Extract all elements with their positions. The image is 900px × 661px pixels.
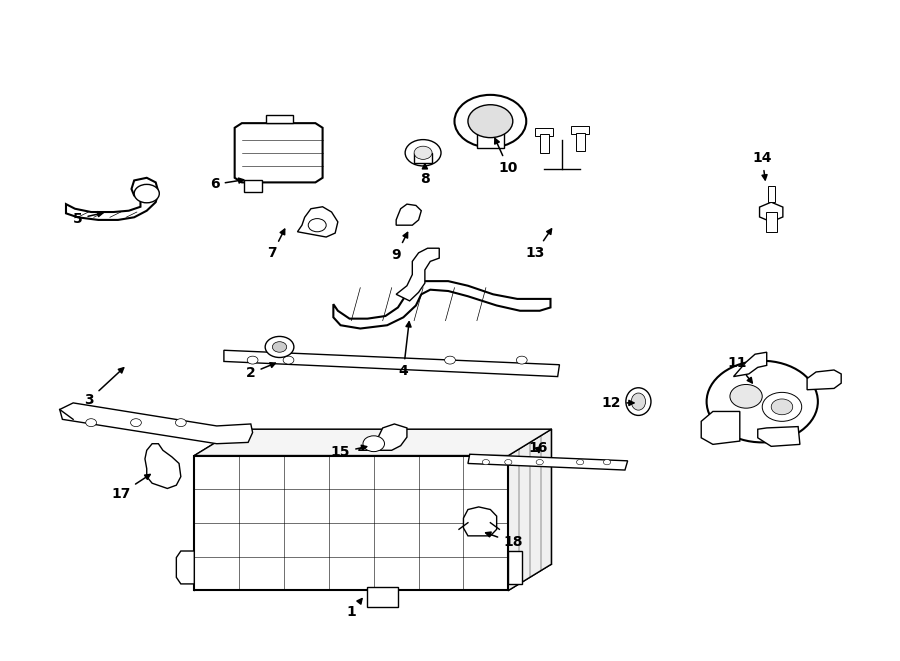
Circle shape [363, 436, 384, 451]
Circle shape [730, 385, 762, 408]
Polygon shape [194, 429, 552, 455]
Polygon shape [508, 551, 522, 584]
Circle shape [134, 184, 159, 203]
Polygon shape [66, 178, 158, 220]
Ellipse shape [631, 393, 645, 410]
Polygon shape [468, 454, 627, 470]
Text: 2: 2 [246, 363, 275, 380]
Circle shape [414, 146, 432, 159]
Circle shape [308, 219, 326, 232]
Circle shape [706, 361, 818, 442]
Polygon shape [298, 207, 338, 237]
Text: 8: 8 [420, 164, 430, 186]
Polygon shape [176, 551, 194, 584]
Bar [576, 133, 585, 151]
Polygon shape [224, 350, 560, 377]
Polygon shape [145, 444, 181, 488]
Circle shape [405, 139, 441, 166]
Polygon shape [235, 123, 322, 182]
Circle shape [468, 104, 513, 137]
Circle shape [445, 356, 455, 364]
Circle shape [284, 356, 294, 364]
Circle shape [517, 356, 527, 364]
Polygon shape [758, 426, 800, 446]
Polygon shape [701, 411, 740, 444]
Circle shape [536, 459, 544, 465]
Bar [367, 587, 399, 607]
Bar [238, 429, 552, 564]
Bar [572, 126, 590, 134]
Text: 5: 5 [73, 212, 103, 225]
Polygon shape [333, 281, 551, 329]
Polygon shape [508, 429, 552, 590]
Bar [540, 134, 549, 153]
Bar [536, 128, 554, 136]
Text: 13: 13 [526, 229, 552, 260]
Circle shape [176, 418, 186, 426]
Text: 9: 9 [392, 233, 408, 262]
Bar [194, 455, 508, 590]
Circle shape [86, 418, 96, 426]
Circle shape [273, 342, 287, 352]
Text: 3: 3 [85, 368, 123, 407]
Bar [477, 121, 504, 147]
Circle shape [603, 459, 610, 465]
Circle shape [266, 336, 294, 358]
Circle shape [577, 459, 584, 465]
Bar [768, 186, 775, 202]
Text: 10: 10 [495, 138, 518, 175]
Circle shape [771, 399, 793, 414]
Polygon shape [807, 370, 842, 390]
Text: 16: 16 [528, 441, 547, 455]
Polygon shape [396, 249, 439, 301]
Circle shape [454, 95, 526, 147]
Circle shape [130, 418, 141, 426]
Text: 17: 17 [111, 475, 150, 501]
Bar [766, 212, 777, 232]
Text: 6: 6 [210, 177, 244, 192]
Circle shape [248, 356, 258, 364]
Text: 12: 12 [602, 396, 634, 410]
Polygon shape [358, 424, 407, 450]
Polygon shape [396, 204, 421, 225]
Text: 14: 14 [752, 151, 772, 180]
Circle shape [762, 393, 802, 421]
Circle shape [505, 459, 512, 465]
Text: 1: 1 [346, 599, 362, 619]
Text: 15: 15 [331, 446, 366, 459]
Polygon shape [59, 403, 253, 444]
Bar [266, 115, 293, 123]
Ellipse shape [626, 388, 651, 415]
Polygon shape [734, 352, 767, 377]
Text: 18: 18 [486, 532, 523, 549]
Text: 4: 4 [399, 322, 411, 378]
Polygon shape [464, 507, 497, 536]
Text: 7: 7 [267, 229, 284, 260]
Text: 11: 11 [727, 356, 752, 383]
Circle shape [482, 459, 490, 465]
Bar [414, 153, 432, 163]
Bar [244, 180, 262, 192]
